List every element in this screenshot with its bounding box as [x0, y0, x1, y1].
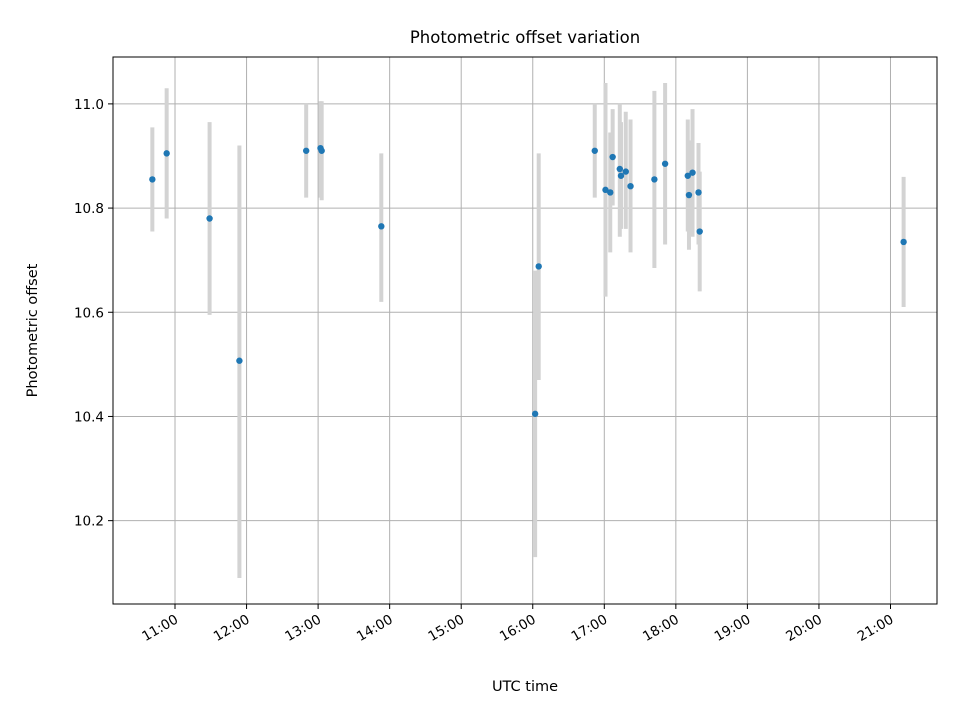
data-point: [617, 172, 625, 179]
x-tick-label: 19:00: [712, 612, 754, 645]
data-point: [607, 189, 614, 196]
data-point: [149, 176, 156, 183]
y-axis-label: Photometric offset: [25, 263, 41, 397]
data-point: [661, 160, 669, 167]
data-point: [684, 172, 691, 179]
y-tick-label: 11.0: [74, 97, 104, 113]
data-point: [622, 168, 629, 175]
data-point: [695, 189, 702, 196]
x-tick-label: 18:00: [640, 612, 682, 645]
data-point: [206, 215, 213, 222]
data-point: [163, 150, 170, 157]
y-tick-label: 10.2: [74, 514, 104, 530]
error-bars: [150, 83, 906, 578]
x-tick-label: 21:00: [855, 612, 897, 645]
chart-title: Photometric offset variation: [410, 28, 640, 47]
data-point: [378, 223, 385, 230]
data-point: [602, 186, 609, 194]
x-tick-label: 16:00: [497, 612, 539, 645]
y-tick-label: 10.8: [74, 201, 104, 217]
grid-lines: [113, 57, 937, 604]
plot-frame: [112, 56, 938, 605]
data-point: [318, 147, 325, 154]
data-point: [302, 147, 310, 154]
data-point: [236, 357, 243, 364]
data-point: [627, 182, 634, 190]
axis-ticks: 11:00 12:00 13:00 14:00 15:00 16:00 17:00 18:00…: [74, 97, 897, 645]
data-point: [685, 191, 693, 199]
x-tick-label: 11:00: [139, 612, 181, 645]
x-tick-label: 14:00: [354, 612, 396, 645]
data-point: [900, 238, 907, 246]
x-tick-label: 17:00: [569, 612, 611, 645]
data-point: [531, 410, 539, 418]
x-tick-label: 13:00: [282, 612, 324, 645]
data-point: [651, 176, 658, 183]
data-point: [609, 153, 616, 161]
x-tick-label: 15:00: [426, 612, 468, 645]
data-point: [696, 228, 703, 235]
x-tick-label: 20:00: [783, 612, 825, 645]
x-axis-label: UTC time: [492, 679, 558, 695]
data-point: [591, 147, 598, 154]
data-points: [149, 144, 907, 418]
y-tick-label: 10.4: [74, 409, 104, 425]
data-point: [535, 263, 542, 270]
data-point: [616, 165, 624, 173]
data-point: [689, 169, 696, 176]
x-tick-label: 12:00: [211, 612, 253, 645]
y-tick-label: 10.6: [74, 305, 104, 321]
